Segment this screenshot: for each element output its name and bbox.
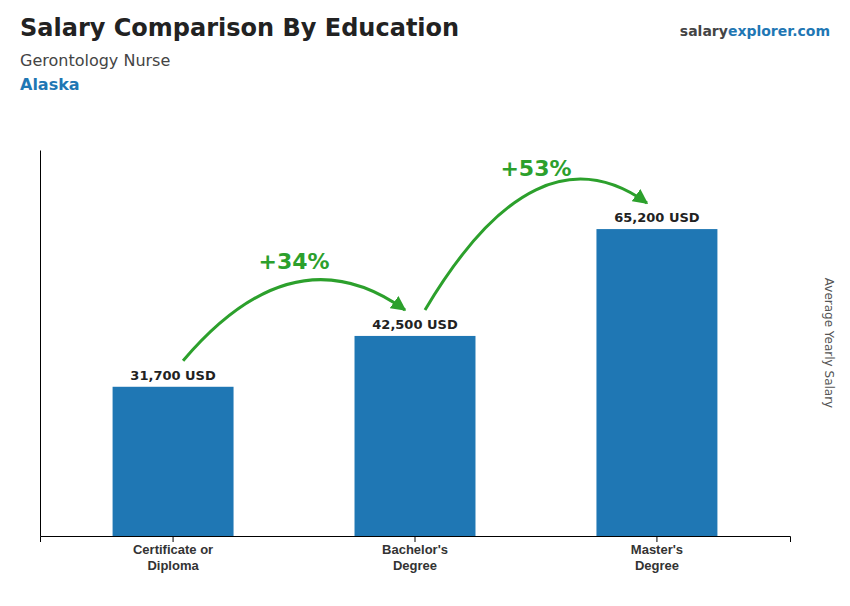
x-tick-label-line: Bachelor's bbox=[382, 542, 448, 557]
data-label: 65,200 USD bbox=[614, 210, 700, 225]
annotations: +34% +53% bbox=[183, 156, 647, 361]
x-tick: Master'sDegree bbox=[631, 536, 683, 573]
annotation-arrow bbox=[183, 280, 405, 361]
x-axis-line bbox=[41, 537, 791, 543]
x-axis: Certificate orDiplomaBachelor'sDegreeMas… bbox=[41, 536, 791, 573]
x-tick-label-line: Degree bbox=[393, 558, 437, 573]
y-axis-line bbox=[40, 151, 41, 537]
x-tick-mark bbox=[173, 536, 174, 542]
watermark-part: explorer.com bbox=[728, 23, 830, 39]
x-tick-label-line: Master's bbox=[631, 542, 683, 557]
x-tick-mark bbox=[656, 536, 657, 542]
plot: Certificate orDiplomaBachelor'sDegreeMas… bbox=[41, 151, 791, 573]
bar bbox=[113, 387, 234, 536]
watermark-part: salary bbox=[680, 23, 728, 39]
bar bbox=[596, 229, 717, 536]
data-label: 31,700 USD bbox=[130, 368, 216, 383]
y-axis bbox=[40, 151, 41, 537]
x-tick-label-line: Degree bbox=[635, 558, 679, 573]
x-tick: Certificate orDiploma bbox=[133, 536, 213, 573]
x-tick-label-line: Diploma bbox=[147, 558, 199, 573]
subtitle: Gerontology Nurse bbox=[20, 51, 170, 70]
x-tick: Bachelor'sDegree bbox=[382, 536, 448, 573]
data-labels: 31,700 USD 42,500 USD 65,200 USD bbox=[130, 210, 699, 383]
bar bbox=[355, 336, 476, 536]
bars bbox=[113, 229, 718, 536]
data-label: 42,500 USD bbox=[372, 317, 458, 332]
title: Salary Comparison By Education bbox=[20, 14, 459, 42]
annotation: +53% bbox=[500, 156, 571, 181]
x-tick-label-line: Certificate or bbox=[133, 542, 213, 557]
y-axis-title: Average Yearly Salary bbox=[822, 278, 836, 408]
x-tick-mark bbox=[415, 536, 416, 542]
x-tick-label: Master'sDegree bbox=[631, 542, 683, 573]
x-tick-label: Certificate orDiploma bbox=[133, 542, 213, 573]
x-tick-label: Bachelor'sDegree bbox=[382, 542, 448, 573]
subtitle: Alaska bbox=[20, 75, 80, 94]
annotation: +34% bbox=[258, 249, 329, 274]
watermark: salaryexplorer.com bbox=[680, 23, 830, 39]
annotation-arrow bbox=[425, 179, 647, 310]
chart: Salary Comparison By Education Gerontolog… bbox=[0, 0, 850, 606]
